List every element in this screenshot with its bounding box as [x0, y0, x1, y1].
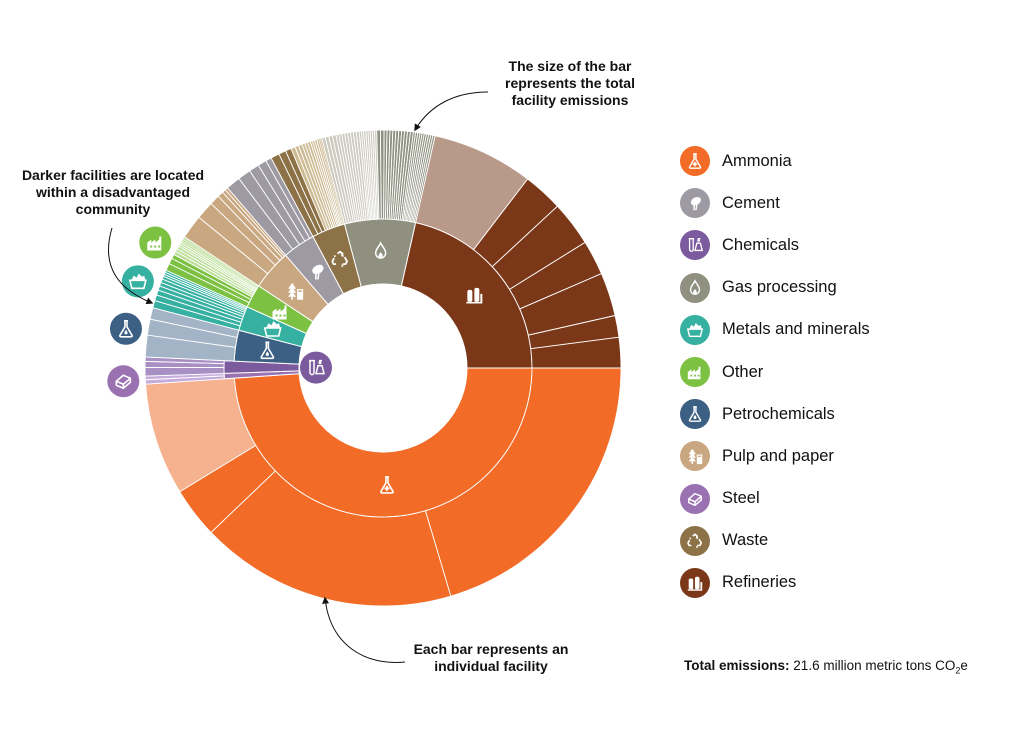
legend-label: Ammonia	[722, 151, 792, 170]
refinery-tanks-icon	[680, 567, 710, 598]
annotation-left-line: Darker facilities are located	[21, 167, 205, 183]
annotation-top-line: The size of the bar	[508, 58, 632, 74]
flask-plus-icon	[680, 146, 710, 177]
legend-item-other: Other	[680, 351, 870, 393]
annotation-bottom-line: individual facility	[434, 658, 548, 674]
petrochemicals-badge	[109, 312, 142, 345]
cement-mixer-icon	[680, 188, 710, 219]
factory-icon	[680, 357, 710, 388]
total-emissions-label: Total emissions:	[684, 658, 790, 673]
legend-label: Petrochemicals	[722, 404, 835, 423]
legend-item-ammonia: Ammonia	[680, 140, 870, 182]
chemistry-icon	[680, 230, 710, 261]
metals-and-minerals-badge	[121, 265, 154, 298]
legend-item-metals-and-minerals: Metals and minerals	[680, 309, 870, 351]
legend-item-refineries: Refineries	[680, 562, 870, 604]
legend: Ammonia Cement Chemicals Gas processing Meta…	[680, 140, 870, 604]
steel-beam-icon	[680, 483, 710, 514]
facility-bar	[424, 367, 622, 597]
total-emissions-value: 21.6 million metric tons CO	[793, 658, 956, 673]
annotation-bottom-line: Each bar represents an	[413, 641, 569, 657]
annotation-left-line: community	[75, 201, 151, 217]
legend-item-cement: Cement	[680, 182, 870, 224]
facility-bar	[530, 336, 622, 369]
steel-badge	[107, 365, 140, 398]
annotation-left-line: within a disadvantaged	[35, 184, 191, 200]
annotation-arrows	[108, 91, 489, 663]
arrow-left	[108, 227, 154, 305]
legend-item-pulp-and-paper: Pulp and paper	[680, 435, 870, 477]
legend-label: Metals and minerals	[722, 320, 870, 339]
recycle-icon	[680, 525, 710, 556]
legend-label: Gas processing	[722, 278, 837, 297]
legend-label: Pulp and paper	[722, 446, 834, 465]
arrow-bottom	[322, 596, 406, 663]
total-emissions-suffix: e	[960, 658, 968, 673]
annotation-left: Darker facilities are located within a d…	[6, 167, 220, 218]
chemicals-badge	[300, 351, 333, 384]
sunburst-icons	[107, 226, 483, 494]
annotation-top: The size of the bar represents the total…	[480, 58, 660, 109]
trees-icon	[680, 441, 710, 472]
annotation-top-line: facility emissions	[511, 92, 629, 108]
flask-drop-icon	[680, 399, 710, 430]
legend-item-waste: Waste	[680, 520, 870, 562]
legend-label: Other	[722, 362, 764, 381]
annotation-bottom: Each bar represents an individual facili…	[392, 641, 590, 675]
total-emissions: Total emissions: 21.6 million metric ton…	[684, 658, 968, 676]
arrow-top	[414, 91, 489, 132]
total-emissions-subscript: 2	[955, 665, 961, 676]
legend-item-chemicals: Chemicals	[680, 224, 870, 266]
legend-item-petrochemicals: Petrochemicals	[680, 393, 870, 435]
annotation-top-line: represents the total	[505, 75, 635, 91]
legend-label: Waste	[722, 531, 769, 550]
legend-label: Refineries	[722, 573, 797, 592]
legend-item-gas-processing: Gas processing	[680, 267, 870, 309]
legend-label: Steel	[722, 489, 760, 508]
legend-label: Cement	[722, 193, 780, 212]
legend-item-steel: Steel	[680, 478, 870, 520]
flame-icon	[680, 272, 710, 303]
minerals-icon	[680, 314, 710, 345]
legend-label: Chemicals	[722, 235, 800, 254]
